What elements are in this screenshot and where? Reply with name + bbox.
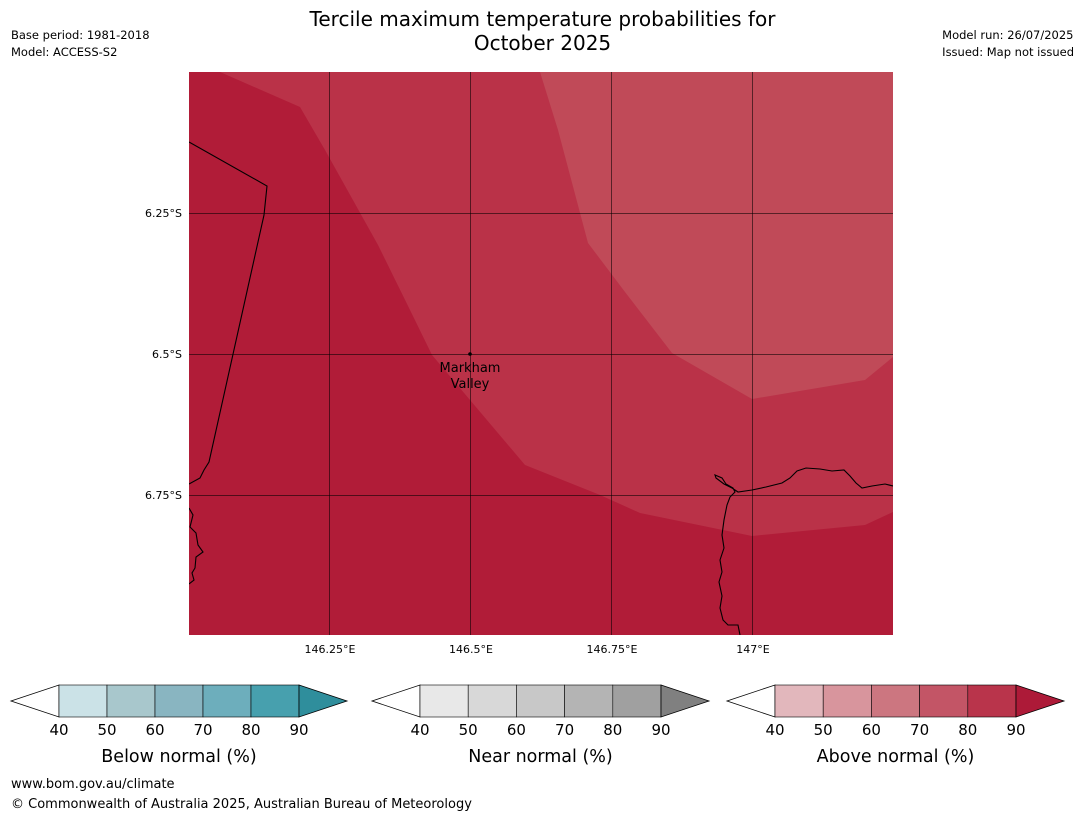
above-normal-segment	[774, 684, 824, 718]
above-normal-segment	[919, 684, 969, 718]
model-text: Model: ACCESS-S2	[11, 45, 118, 59]
coastline-west	[189, 507, 204, 585]
above-normal-segment	[871, 684, 920, 718]
meta-left: Base period: 1981-2018 Model: ACCESS-S2	[11, 27, 150, 61]
near-normal-tick-label: 40	[410, 721, 429, 739]
below-normal-tick-label: 80	[241, 721, 260, 739]
near-normal-extend-high	[660, 684, 711, 718]
markham-valley-marker	[468, 352, 472, 356]
below-normal-tick-label: 50	[97, 721, 116, 739]
above-70-region	[540, 72, 893, 399]
near-normal-extend-low	[370, 684, 421, 718]
coastline-east	[714, 467, 893, 635]
colorbar-above-normal: 40 50 60 70 80 90 Above normal (%)	[725, 684, 1066, 767]
near-normal-tick-label: 80	[603, 721, 622, 739]
below-normal-tick-label: 60	[145, 721, 164, 739]
near-normal-segment	[467, 684, 517, 718]
latitude-labels: 6.25°S 6.5°S 6.75°S	[145, 207, 182, 502]
colorbar-near-normal: 40 50 60 70 80 90 Near normal (%)	[370, 684, 711, 767]
lon-label-146-75: 146.75°E	[587, 643, 638, 656]
base-period-text: Base period: 1981-2018	[11, 28, 150, 42]
lat-label-6-75: 6.75°S	[145, 489, 182, 502]
below-normal-segment	[202, 684, 252, 718]
above-normal-tick-label: 90	[1006, 721, 1025, 739]
above-normal-tick-label: 60	[862, 721, 881, 739]
below-normal-segment	[154, 684, 204, 718]
issued-text: Issued: Map not issued	[942, 45, 1074, 59]
place-label-line-1: Markham	[440, 361, 501, 376]
above-normal-tick-label: 50	[814, 721, 833, 739]
near-normal-segment	[612, 684, 662, 718]
near-normal-tick-label: 50	[459, 721, 478, 739]
gridlines	[189, 72, 893, 635]
footer: www.bom.gov.au/climate © Commonwealth of…	[11, 775, 472, 815]
probability-fill: Markham Valley	[189, 72, 893, 635]
map-title: Tercile maximum temperature probabilitie…	[0, 7, 1085, 55]
above-normal-tick-label: 70	[910, 721, 929, 739]
above-normal-tick-label: 80	[958, 721, 977, 739]
lon-label-147: 147°E	[736, 643, 769, 656]
lat-label-6-25: 6.25°S	[145, 207, 182, 220]
below-normal-segment	[250, 684, 300, 718]
above-normal-tick-label: 40	[765, 721, 784, 739]
above-normal-extend-low	[725, 684, 776, 718]
above-normal-segment	[967, 684, 1017, 718]
boundaries	[189, 141, 893, 635]
lon-label-146-5: 146.5°E	[449, 643, 493, 656]
lat-label-6-5: 6.5°S	[152, 348, 182, 361]
longitude-labels: 146.25°E 146.5°E 146.75°E 147°E	[305, 643, 770, 656]
below-normal-segment	[58, 684, 108, 718]
below-normal-segment	[106, 684, 156, 718]
near-normal-tick-label: 90	[651, 721, 670, 739]
above-normal-title: Above normal (%)	[817, 747, 975, 767]
lon-label-146-25: 146.25°E	[305, 643, 356, 656]
near-normal-segment	[419, 684, 469, 718]
below-normal-tick-label: 90	[289, 721, 308, 739]
footer-url: www.bom.gov.au/climate	[11, 777, 175, 792]
meta-right: Model run: 26/07/2025 Issued: Map not is…	[942, 27, 1074, 61]
below-normal-tick-label: 70	[193, 721, 212, 739]
title-line-2: October 2025	[473, 31, 612, 55]
near-normal-segment	[564, 684, 614, 718]
below-normal-extend-low	[9, 684, 60, 718]
near-normal-tick-label: 60	[507, 721, 526, 739]
below-normal-extend-high	[298, 684, 349, 718]
near-normal-title: Near normal (%)	[468, 747, 613, 767]
below-normal-tick-label: 40	[49, 721, 68, 739]
above-normal-segment	[822, 684, 872, 718]
near-normal-segment	[516, 684, 565, 718]
footer-copyright: © Commonwealth of Australia 2025, Austra…	[11, 797, 472, 812]
province-boundary-line	[189, 141, 268, 485]
below-normal-title: Below normal (%)	[101, 747, 256, 767]
title-line-1: Tercile maximum temperature probabilitie…	[309, 7, 776, 31]
colorbar-below-normal: 40 50 60 70 80 90 Below normal (%)	[9, 684, 349, 767]
near-normal-tick-label: 70	[555, 721, 574, 739]
above-normal-extend-high	[1015, 684, 1066, 718]
place-label-line-2: Valley	[451, 377, 490, 392]
model-run-text: Model run: 26/07/2025	[942, 28, 1074, 42]
